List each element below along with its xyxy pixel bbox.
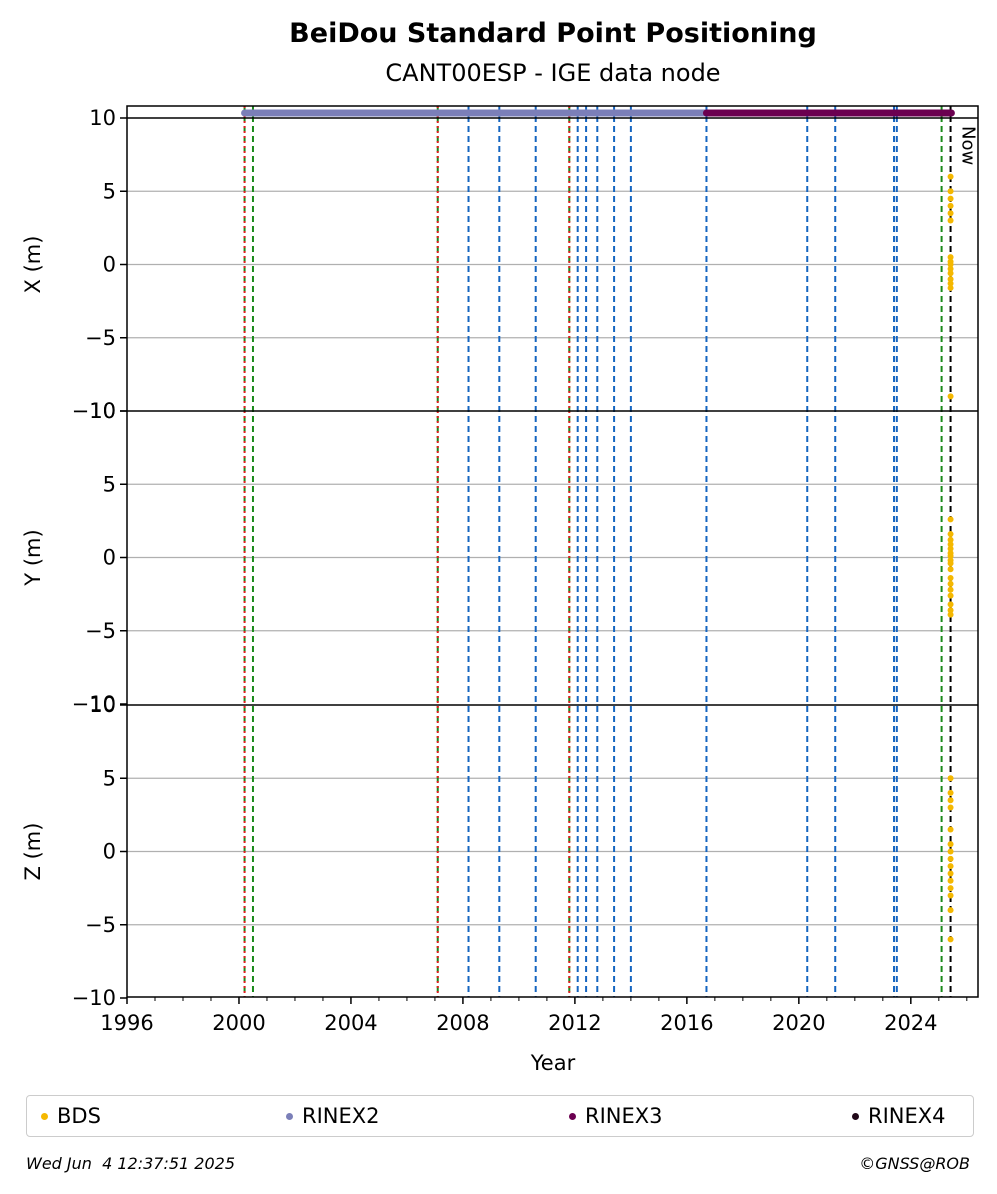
chart-title: BeiDou Standard Point Positioning (289, 18, 817, 49)
bds-point (947, 265, 954, 272)
bds-point (947, 276, 954, 283)
legend-marker-rinex2 (286, 1112, 293, 1120)
bds-point (947, 217, 954, 224)
bds-point (947, 575, 954, 582)
bds-point (947, 789, 954, 796)
legend-item-bds: BDS (41, 1096, 101, 1136)
x-tick-label: 2024 (884, 1011, 937, 1035)
bds-point (947, 536, 954, 543)
bds-point (947, 254, 954, 261)
bds-point (947, 870, 954, 877)
footer-timestamp: Wed Jun 4 12:37:51 2025 (26, 1154, 236, 1173)
bds-point (947, 173, 954, 180)
bds-point (947, 545, 954, 552)
y-tick-label: −5 (85, 913, 116, 937)
bds-point (947, 936, 954, 943)
bds-point (947, 797, 954, 804)
bds-point (947, 393, 954, 400)
bds-point (947, 877, 954, 884)
bds-point (947, 863, 954, 870)
now-label: Now (958, 126, 979, 165)
x-tick-label: 2000 (212, 1011, 265, 1035)
legend-label-rinex3: RINEX3 (585, 1104, 663, 1128)
y-axis-label: X (m) (21, 236, 45, 294)
chart-subtitle: CANT00ESP - IGE data node (385, 59, 720, 87)
bds-point (947, 566, 954, 573)
x-tick-label: 1996 (100, 1011, 153, 1035)
x-axis-label: Year (530, 1051, 576, 1075)
y-tick-label: −5 (85, 326, 116, 350)
bds-point (947, 611, 954, 618)
legend-item-rinex4: RINEX4 (852, 1096, 946, 1136)
bds-point (947, 775, 954, 782)
bds-point (947, 580, 954, 587)
bds-point (947, 855, 954, 862)
bds-point (947, 284, 954, 291)
bds-point (947, 804, 954, 811)
bds-point (947, 531, 954, 538)
y-axis-label: Y (m) (21, 529, 45, 586)
y-tick-label: 0 (103, 546, 116, 570)
bds-point (947, 210, 954, 217)
bds-point (947, 560, 954, 567)
y-tick-label: −10 (72, 399, 116, 423)
bds-point (947, 188, 954, 195)
legend-marker-rinex3 (569, 1112, 576, 1120)
x-tick-label: 2020 (772, 1011, 825, 1035)
y-tick-label: 10 (89, 399, 116, 423)
bds-point (947, 885, 954, 892)
y-tick-label: 0 (103, 840, 116, 864)
legend-marker-rinex4 (852, 1112, 859, 1120)
legend-label-bds: BDS (57, 1104, 101, 1128)
legend-label-rinex2: RINEX2 (302, 1104, 380, 1128)
bds-point (947, 826, 954, 833)
x-tick-label: 2016 (660, 1011, 713, 1035)
bds-point (947, 261, 954, 268)
bds-point (947, 270, 954, 277)
bds-point (947, 553, 954, 560)
bds-point (947, 592, 954, 599)
axes-frame (126, 105, 979, 998)
x-tick-label: 2004 (324, 1011, 377, 1035)
bds-point (947, 848, 954, 855)
bds-point (947, 841, 954, 848)
y-tick-label: −10 (72, 692, 116, 716)
y-tick-label: 5 (103, 179, 116, 203)
bds-point (947, 601, 954, 608)
bds-point (947, 907, 954, 914)
bds-point (947, 195, 954, 202)
legend-item-rinex2: RINEX2 (286, 1096, 380, 1136)
x-tick-label: 2012 (548, 1011, 601, 1035)
y-tick-label: 0 (103, 253, 116, 277)
y-tick-label: 5 (103, 766, 116, 790)
y-tick-label: 10 (89, 106, 116, 130)
plot-area: Now 10 5 0 −5 −10 X (m) 10 5 0 −5 −10 Y (m) 10 5 0 −5 −10… (21, 105, 979, 1035)
legend-marker-bds (41, 1112, 48, 1120)
x-tick-label: 2008 (436, 1011, 489, 1035)
legend-item-rinex3: RINEX3 (569, 1096, 663, 1136)
y-tick-label: −5 (85, 619, 116, 643)
legend-label-rinex4: RINEX4 (868, 1104, 946, 1128)
bds-point (947, 541, 954, 548)
bds-point (947, 280, 954, 287)
bds-point (947, 202, 954, 209)
footer-credit: ©GNSS@ROB (859, 1154, 970, 1173)
bds-point (947, 586, 954, 593)
y-tick-label: 10 (89, 693, 116, 717)
bds-point (947, 516, 954, 523)
bds-point (947, 892, 954, 899)
y-axis-label: Z (m) (21, 823, 45, 881)
bds-point (947, 607, 954, 614)
y-tick-label: −10 (72, 986, 116, 1010)
y-tick-label: 5 (103, 472, 116, 496)
legend: BDS RINEX2 RINEX3 RINEX4 (26, 1095, 974, 1137)
